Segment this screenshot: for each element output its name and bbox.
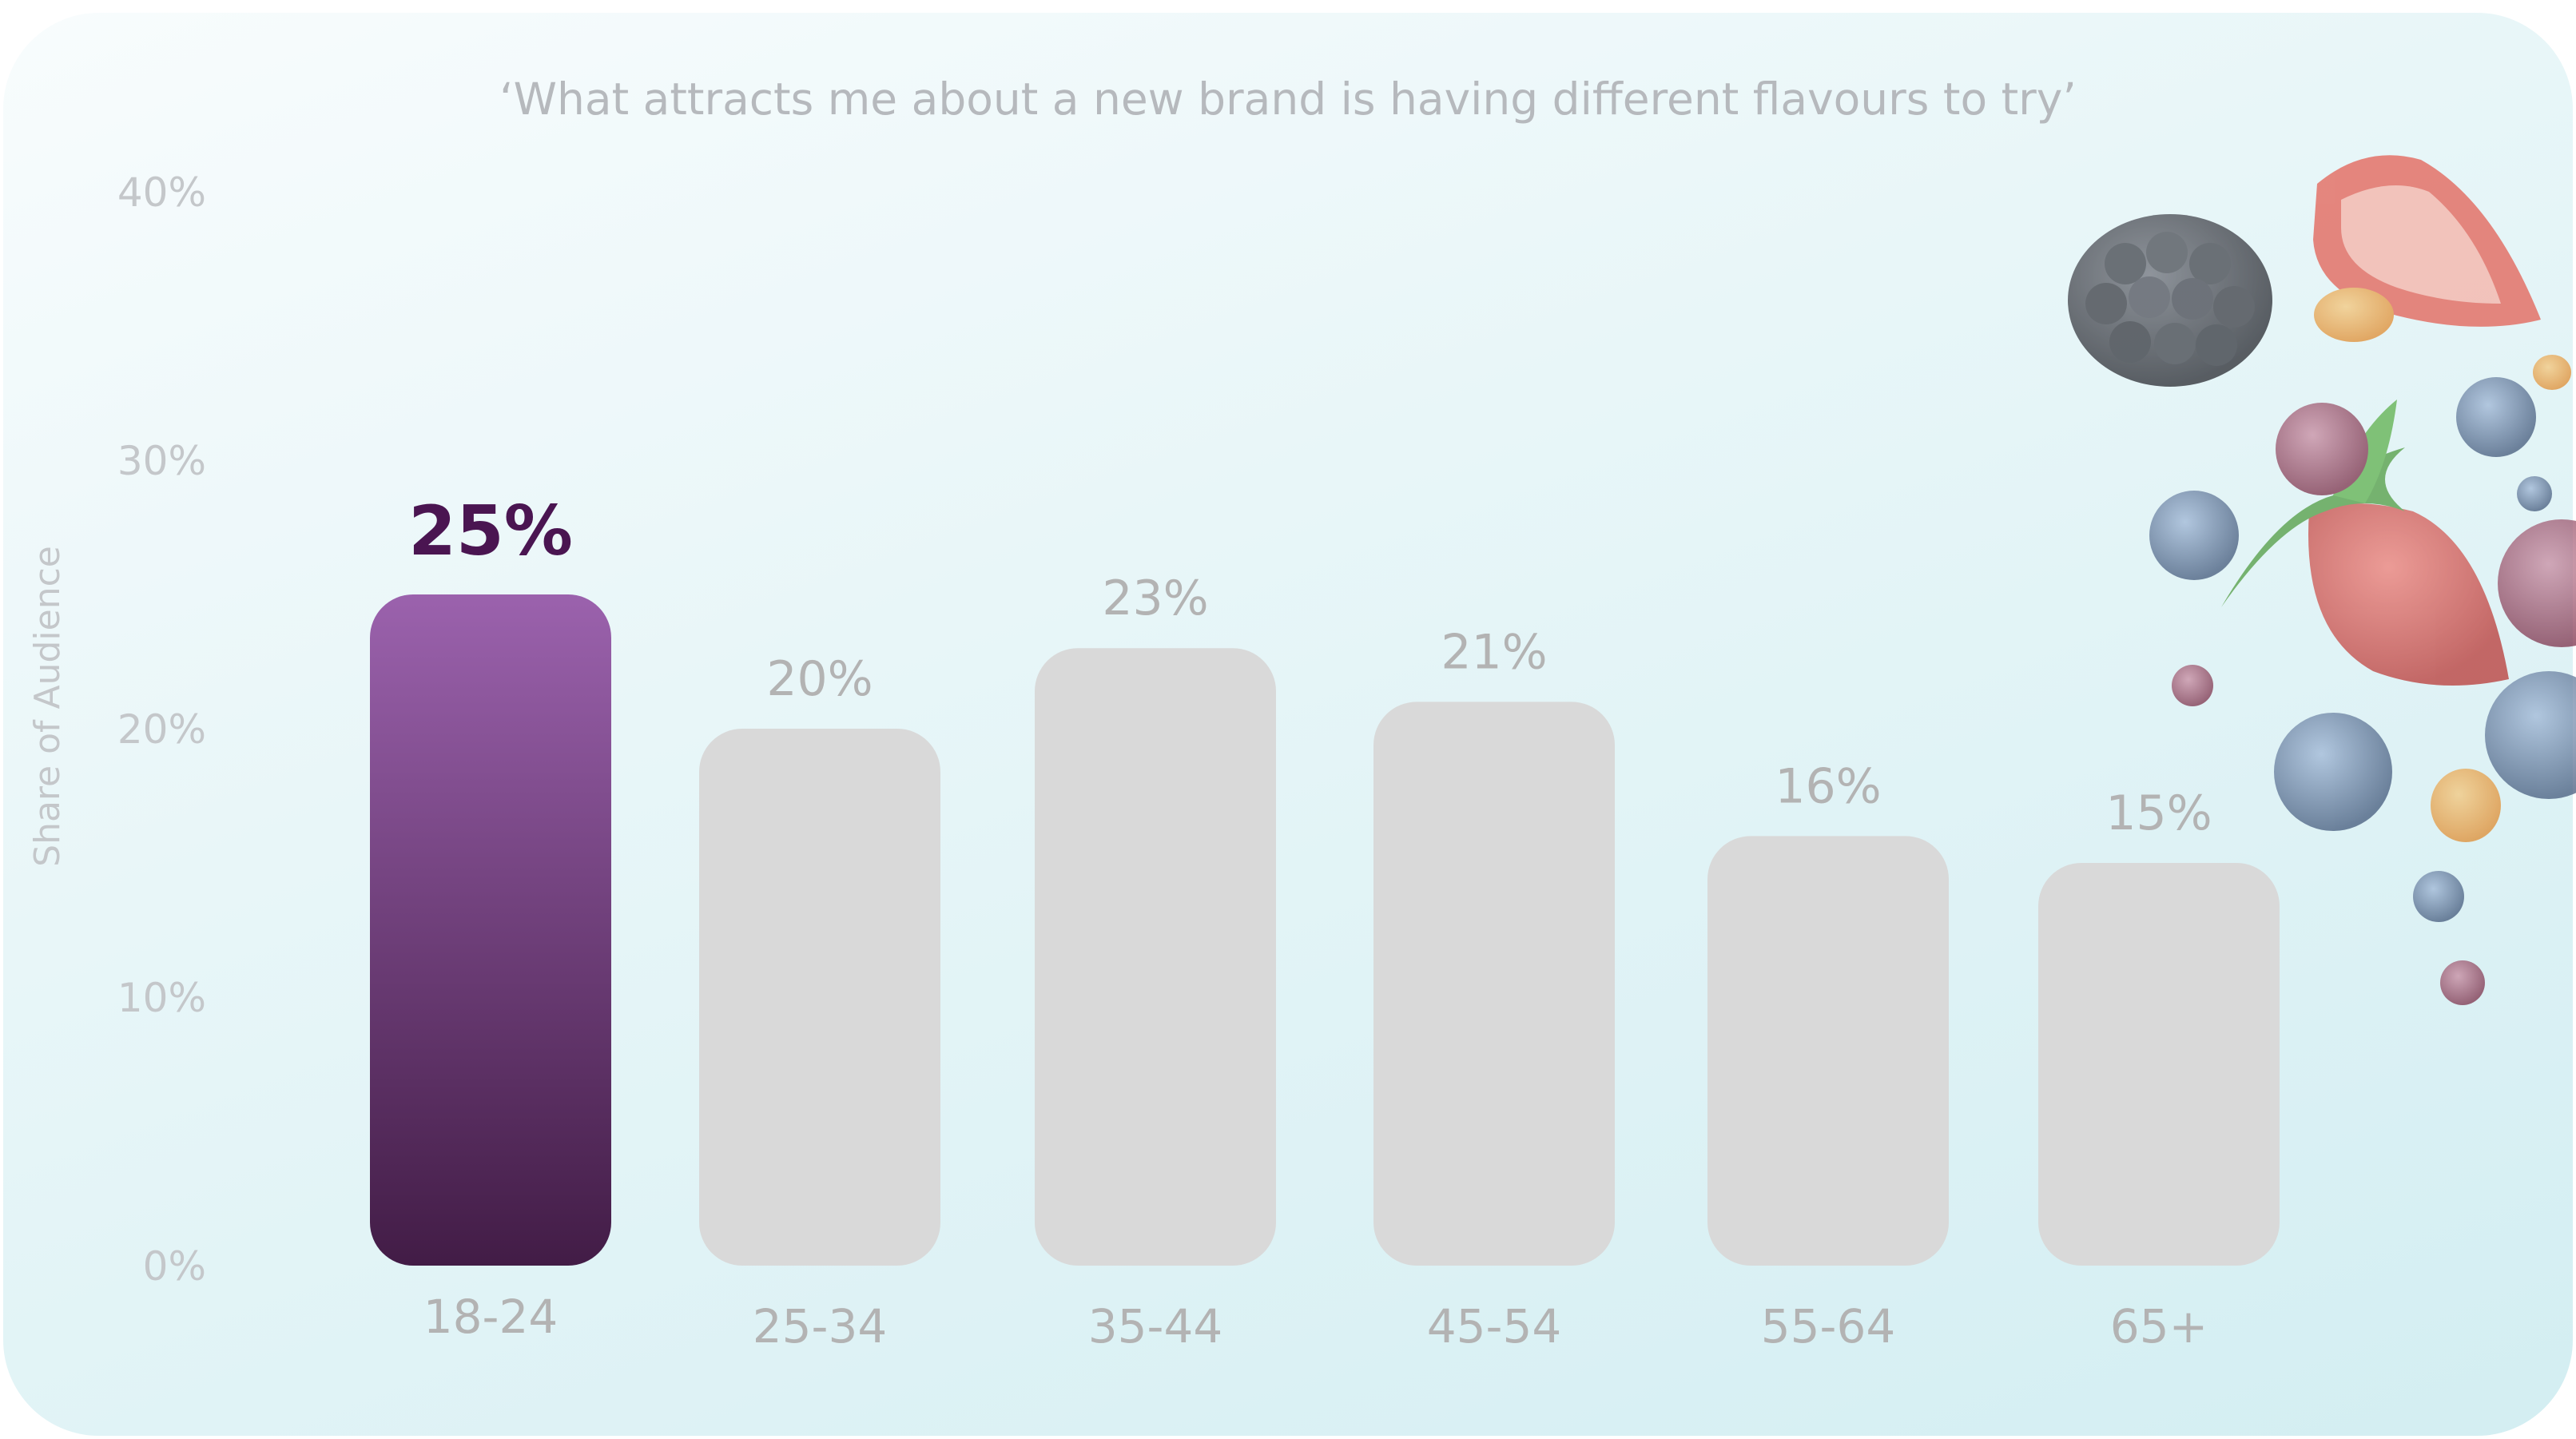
strawberry-icon bbox=[2313, 155, 2541, 327]
value-label: 23% bbox=[1102, 570, 1208, 626]
x-tick-label: 55-64 bbox=[1761, 1299, 1896, 1354]
y-tick-label: 30% bbox=[117, 438, 206, 484]
bar-55-64 bbox=[1707, 836, 1949, 1266]
blueberry-icon bbox=[2413, 871, 2464, 922]
bar-35-44 bbox=[1035, 648, 1276, 1266]
sea-buckthorn-icon bbox=[2314, 288, 2394, 342]
value-label: 20% bbox=[766, 651, 873, 707]
bar-45-54 bbox=[1373, 702, 1615, 1266]
cranberry-icon bbox=[2498, 519, 2576, 647]
bar-25-34 bbox=[699, 729, 940, 1266]
x-tick-label: 45-54 bbox=[1427, 1299, 1562, 1354]
y-tick-label: 40% bbox=[117, 169, 206, 216]
sea-buckthorn-icon bbox=[2431, 769, 2501, 842]
value-label: 21% bbox=[1441, 624, 1547, 680]
x-tick-label: 65+ bbox=[2110, 1299, 2208, 1354]
blueberry-icon bbox=[2517, 476, 2552, 511]
y-tick-label: 0% bbox=[143, 1243, 206, 1290]
x-tick-label: 35-44 bbox=[1088, 1299, 1223, 1354]
blueberry-icon bbox=[2456, 377, 2536, 457]
value-label: 25% bbox=[408, 491, 573, 571]
y-axis-label: Share of Audience bbox=[27, 546, 68, 867]
y-tick-label: 20% bbox=[117, 706, 206, 753]
blueberry-icon bbox=[2149, 491, 2239, 580]
sea-buckthorn-icon bbox=[2533, 355, 2571, 390]
value-label: 16% bbox=[1775, 758, 1881, 814]
blackberry-icon bbox=[2068, 214, 2272, 387]
y-tick-label: 10% bbox=[117, 975, 206, 1021]
cranberry-icon bbox=[2276, 403, 2368, 495]
x-tick-label: 25-34 bbox=[753, 1299, 888, 1354]
bar-65+ bbox=[2038, 863, 2280, 1266]
bar-18-24 bbox=[370, 594, 611, 1266]
x-tick-label: 18-24 bbox=[423, 1290, 559, 1344]
blueberry-icon bbox=[2485, 671, 2576, 799]
blueberry-icon bbox=[2274, 713, 2392, 831]
cranberry-icon bbox=[2440, 960, 2485, 1005]
value-label: 15% bbox=[2105, 785, 2212, 841]
chart-title: ‘What attracts me about a new brand is h… bbox=[499, 74, 2077, 125]
cranberry-icon bbox=[2172, 665, 2213, 706]
